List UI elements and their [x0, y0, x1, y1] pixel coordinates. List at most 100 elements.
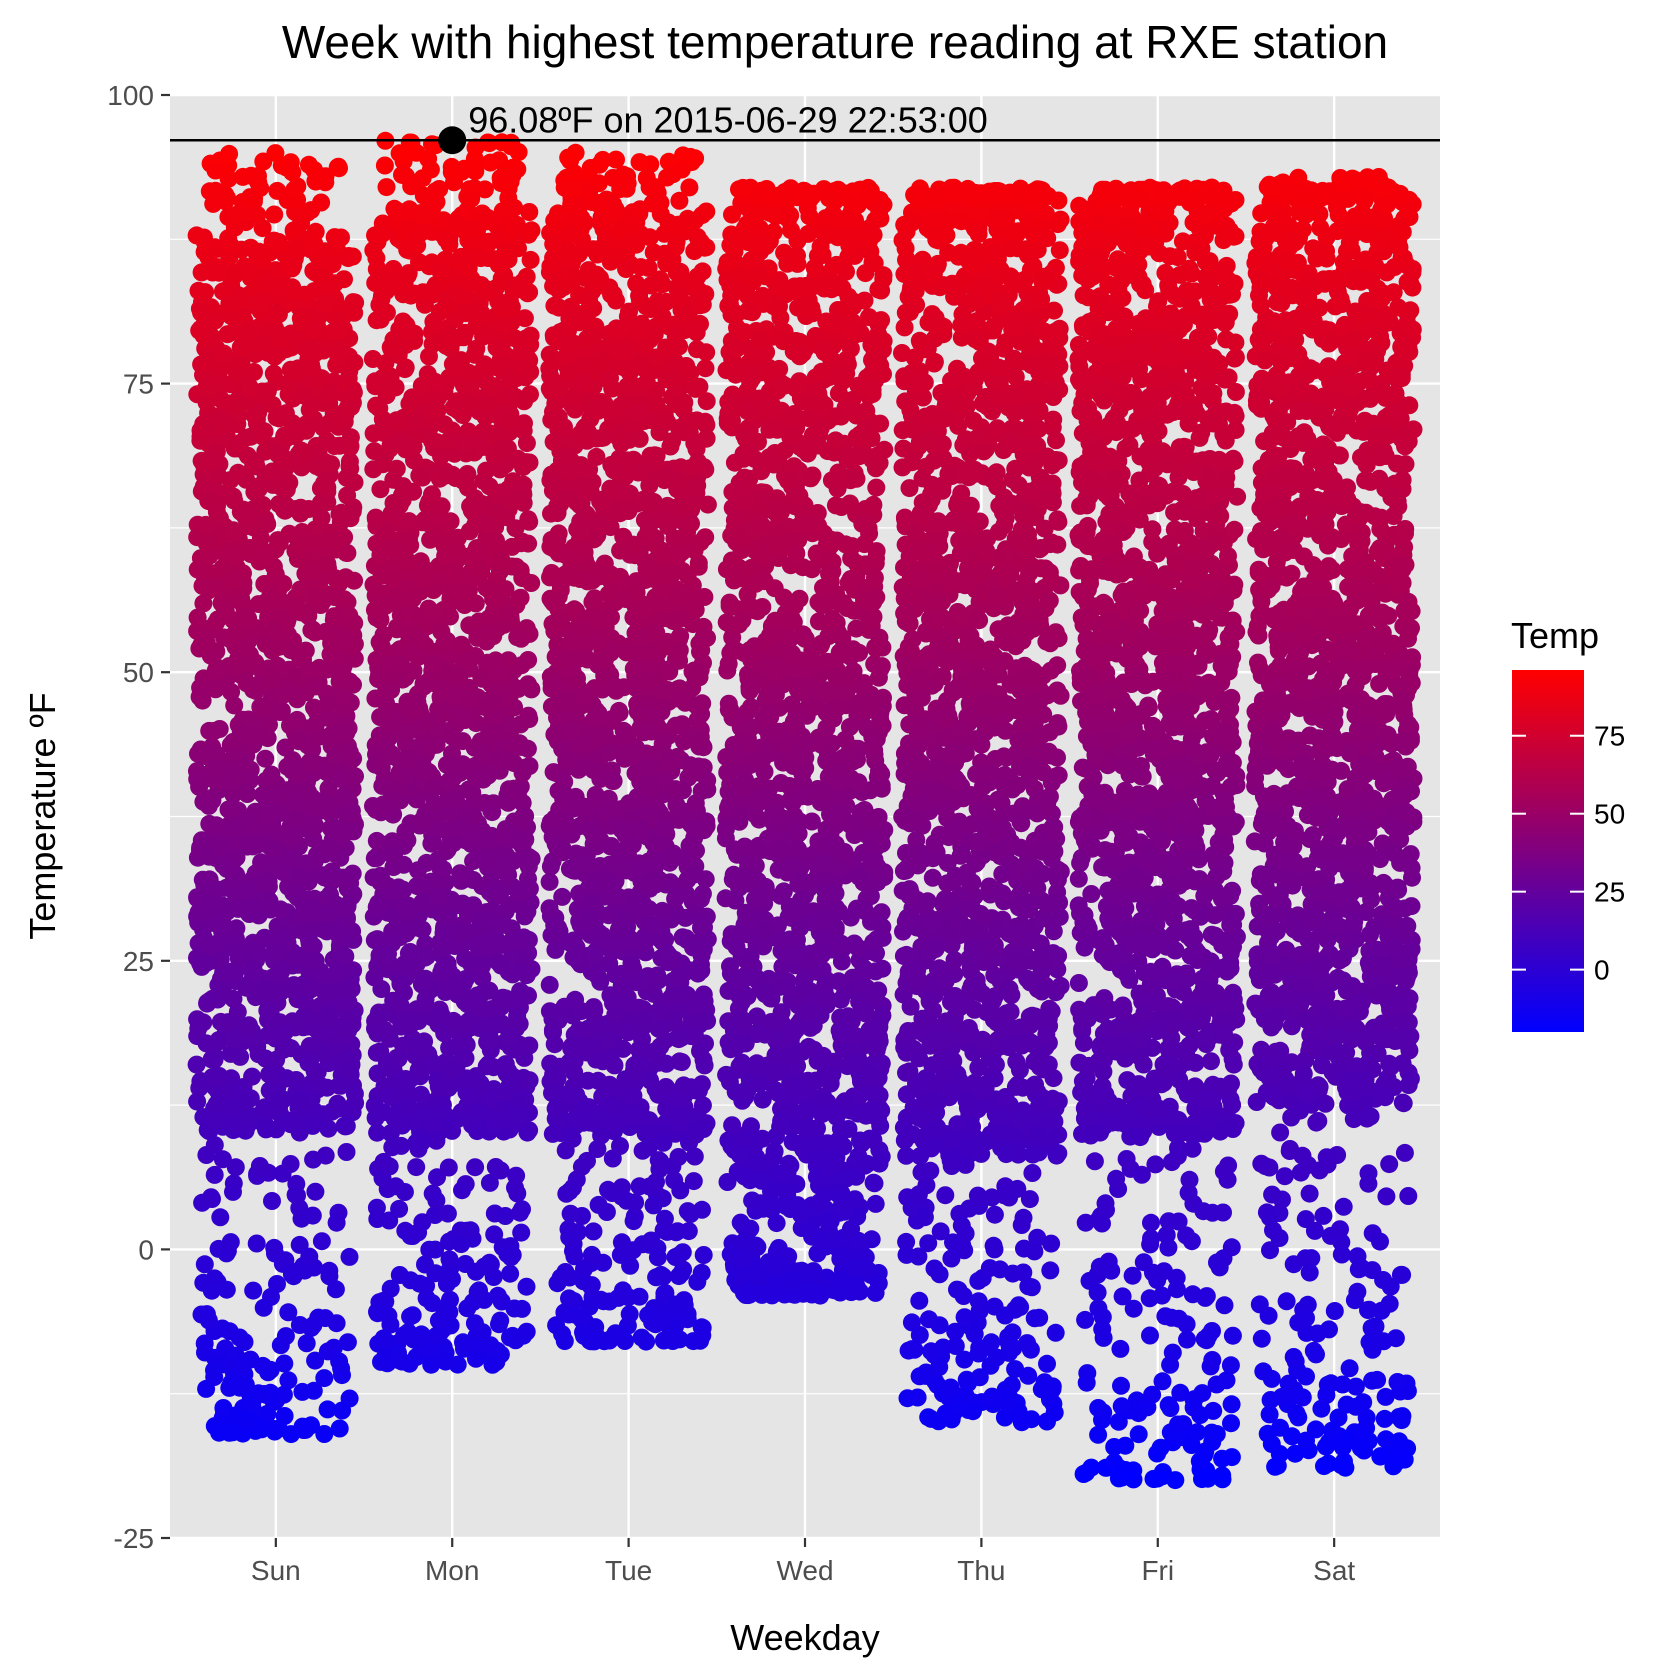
- data-point: [552, 1005, 570, 1023]
- data-point: [314, 419, 332, 437]
- data-point: [515, 392, 533, 410]
- data-point: [468, 1071, 486, 1089]
- data-point: [201, 789, 219, 807]
- data-point: [566, 991, 584, 1009]
- data-point: [489, 1287, 507, 1305]
- data-point: [295, 1007, 313, 1025]
- data-point: [420, 763, 438, 781]
- data-point: [621, 379, 639, 397]
- data-point: [405, 645, 423, 663]
- data-point: [224, 733, 242, 751]
- data-point: [338, 1143, 356, 1161]
- data-point: [574, 619, 592, 637]
- data-point: [466, 1314, 484, 1332]
- data-point: [298, 1334, 316, 1352]
- data-point: [284, 256, 302, 274]
- data-point: [337, 631, 355, 649]
- data-point: [454, 472, 472, 490]
- data-point: [338, 486, 356, 504]
- data-point: [463, 502, 481, 520]
- data-point: [262, 1361, 280, 1379]
- data-point: [487, 532, 505, 550]
- data-point: [587, 825, 605, 843]
- data-point: [657, 254, 675, 272]
- data-point: [456, 324, 474, 342]
- data-point: [669, 548, 687, 566]
- data-point: [366, 372, 384, 390]
- data-point: [219, 1013, 237, 1031]
- data-point: [634, 359, 652, 377]
- data-point: [560, 364, 578, 382]
- data-point: [571, 513, 589, 531]
- data-point: [404, 590, 422, 608]
- data-point: [439, 1205, 457, 1223]
- data-point: [594, 1052, 612, 1070]
- data-point: [473, 744, 491, 762]
- data-point: [311, 267, 329, 285]
- data-point: [462, 190, 480, 208]
- data-point: [469, 1283, 487, 1301]
- data-point: [391, 1266, 409, 1284]
- data-point: [241, 539, 259, 557]
- data-point: [556, 489, 574, 507]
- data-point: [693, 290, 711, 308]
- data-point: [581, 392, 599, 410]
- data-point: [505, 277, 523, 295]
- data-point: [272, 963, 290, 981]
- data-point: [466, 1158, 484, 1176]
- data-point: [385, 331, 403, 349]
- data-point: [226, 545, 244, 563]
- data-point: [344, 1009, 362, 1027]
- data-point: [451, 864, 469, 882]
- data-point: [210, 1033, 228, 1051]
- data-point: [432, 680, 450, 698]
- data-point: [385, 273, 403, 291]
- data-point: [492, 957, 510, 975]
- data-point: [383, 569, 401, 587]
- data-point: [218, 189, 236, 207]
- data-point: [544, 1125, 562, 1143]
- data-point: [294, 306, 312, 324]
- data-point: [326, 569, 344, 587]
- data-point: [229, 464, 247, 482]
- data-point: [583, 877, 601, 895]
- data-point: [565, 338, 583, 356]
- data-point: [368, 1044, 386, 1062]
- data-point: [670, 968, 688, 986]
- data-point: [207, 162, 225, 180]
- data-point: [493, 552, 511, 570]
- data-point: [556, 651, 574, 669]
- data-point: [203, 1282, 221, 1300]
- data-point: [642, 806, 660, 824]
- data-point: [345, 354, 363, 372]
- data-point: [422, 1356, 440, 1374]
- data-point: [307, 794, 325, 812]
- data-point: [274, 1091, 292, 1109]
- data-point: [448, 541, 466, 559]
- data-point: [226, 1032, 244, 1050]
- data-point: [250, 480, 268, 498]
- data-point: [214, 1399, 232, 1417]
- data-point: [254, 153, 272, 171]
- data-point: [693, 915, 711, 933]
- data-point: [668, 1029, 686, 1047]
- data-point: [686, 1026, 704, 1044]
- data-point: [628, 583, 646, 601]
- data-point: [275, 685, 293, 703]
- data-point: [598, 801, 616, 819]
- data-point: [366, 849, 384, 867]
- data-point: [671, 1052, 689, 1070]
- data-point: [468, 275, 486, 293]
- data-point: [615, 344, 633, 362]
- data-point: [248, 726, 266, 744]
- data-point: [467, 1350, 485, 1368]
- data-point: [211, 720, 229, 738]
- data-point: [303, 340, 321, 358]
- data-point: [507, 1331, 525, 1349]
- data-point: [301, 901, 319, 919]
- data-point: [580, 291, 598, 309]
- data-point: [425, 581, 443, 599]
- data-point: [378, 596, 396, 614]
- data-point: [400, 944, 418, 962]
- data-point: [584, 240, 602, 258]
